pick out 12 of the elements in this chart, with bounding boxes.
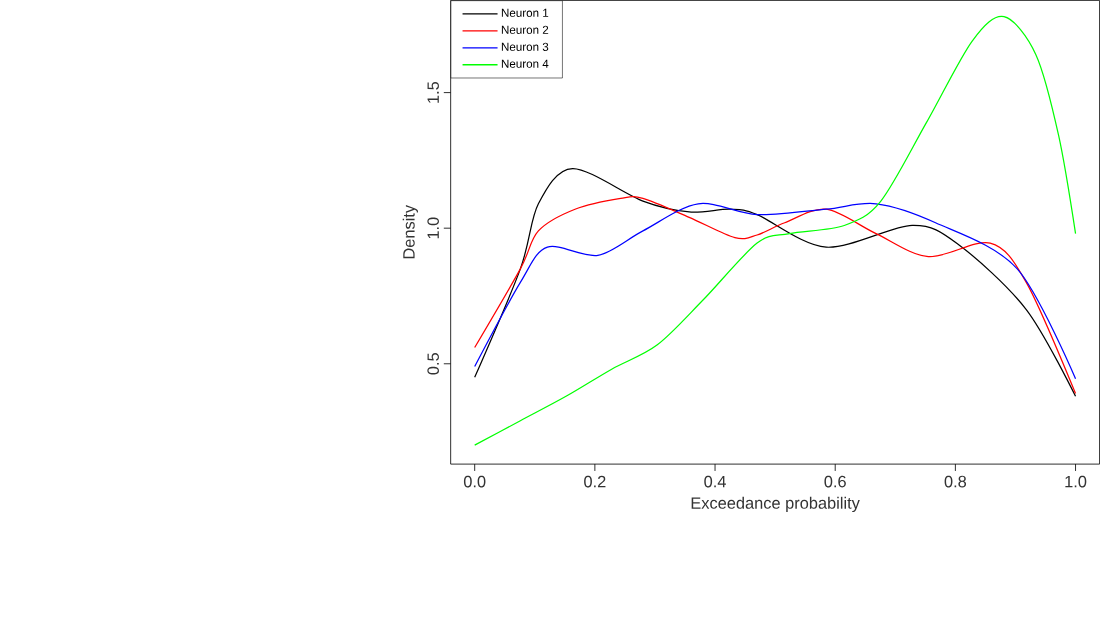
x-tick-label: 0.6	[824, 475, 846, 487]
y-axis-title: Density	[402, 204, 418, 258]
y-tick-label: 0.5	[427, 352, 439, 375]
x-axis-title: Exceedance probability	[691, 496, 860, 512]
x-tick-label: 0.8	[944, 475, 967, 487]
x-tick-label: 0.0	[463, 475, 486, 487]
y-tick-label: 1.0	[427, 217, 439, 238]
x-tick-label: 0.4	[704, 475, 726, 487]
y-tick-label: 1.5	[427, 81, 439, 103]
line-series	[474, 15, 1077, 446]
x-tick-label: 1.0	[1065, 475, 1087, 487]
x-tick-label: 0.2	[584, 475, 606, 487]
